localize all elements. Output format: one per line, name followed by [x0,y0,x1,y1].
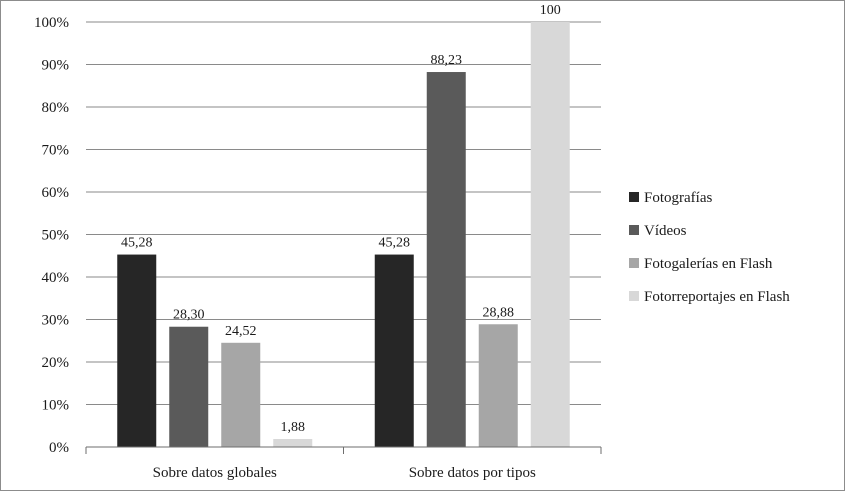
legend-label: Fotorreportajes en Flash [644,289,790,305]
data-label: 28,88 [483,305,515,320]
data-labels: 45,28 28,30 24,52 1,88 45,28 88,23 28,88 100 [121,3,561,435]
legend-item: Vídeos [629,223,687,239]
legend-item: Fotogalerías en Flash [629,256,773,272]
legend-label: Vídeos [644,223,687,239]
data-label: 100 [540,3,561,18]
y-tick-label: 100% [34,15,69,31]
category-labels: Sobre datos globales Sobre datos por tipo… [153,465,536,481]
y-tick-label: 70% [42,143,70,159]
data-label: 24,52 [225,324,257,339]
bar [426,72,466,448]
legend-label: Fotogalerías en Flash [644,256,773,272]
bar [478,324,518,447]
x-axis [85,446,602,454]
data-label: 45,28 [121,236,153,251]
y-axis-tick-labels: 0% 10% 20% 30% 40% 50% 60% 70% 80% 90% 100% [34,15,69,456]
bar [169,326,209,447]
data-label: 28,30 [173,308,205,323]
legend-label: Fotografías [644,190,712,206]
data-label: 1,88 [281,420,306,435]
bars [117,22,570,448]
bar [530,22,570,447]
legend-swatch [629,192,639,202]
legend-swatch [629,258,639,268]
data-label: 88,23 [431,53,463,68]
gridlines [86,21,601,405]
y-tick-label: 80% [42,100,70,116]
bar [374,254,414,447]
y-tick-label: 60% [42,185,70,201]
legend-item: Fotografías [629,190,712,206]
bar [117,254,157,447]
legend: Fotografías Vídeos Fotogalerías en Flash Fo… [629,190,790,305]
bar [273,439,313,447]
y-tick-label: 40% [42,270,70,286]
legend-swatch [629,291,639,301]
category-label: Sobre datos globales [153,465,277,481]
y-tick-label: 30% [42,313,70,329]
bar [221,342,261,447]
data-label: 45,28 [379,236,411,251]
y-tick-label: 10% [42,398,70,414]
y-tick-label: 0% [49,440,69,456]
y-tick-label: 90% [42,58,70,74]
legend-item: Fotorreportajes en Flash [629,289,790,305]
y-tick-label: 20% [42,355,70,371]
legend-swatch [629,225,639,235]
y-tick-label: 50% [42,228,70,244]
category-label: Sobre datos por tipos [409,465,536,481]
